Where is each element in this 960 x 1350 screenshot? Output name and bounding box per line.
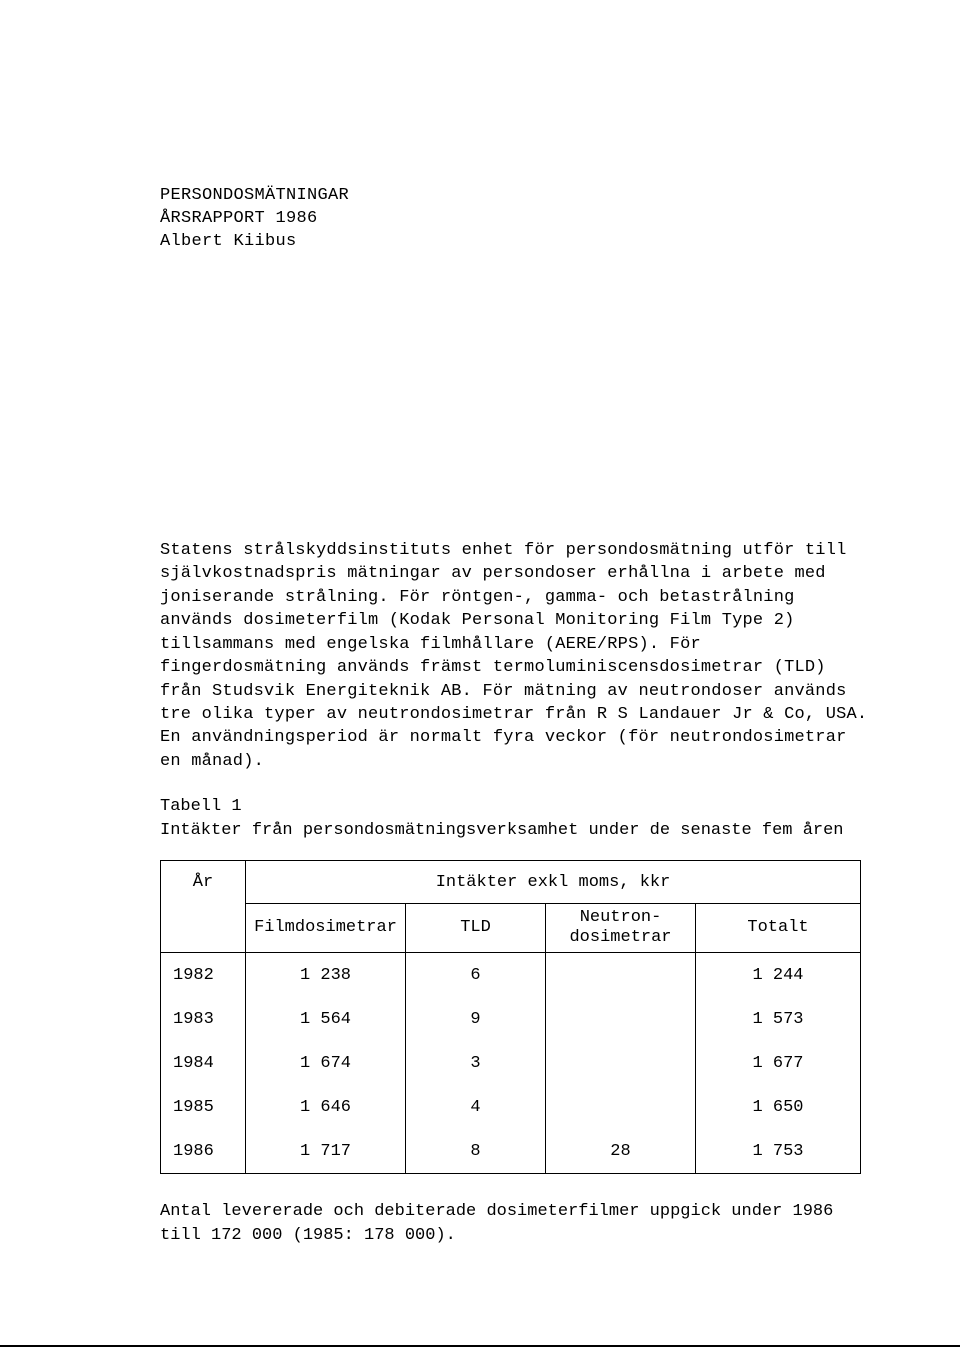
body-paragraph: Statens strålskyddsinstituts enhet för p… bbox=[160, 539, 870, 774]
col-tld-header: TLD bbox=[406, 904, 546, 953]
cell-tld: 9 bbox=[406, 997, 546, 1041]
table-row: 1983 1 564 9 1 573 bbox=[161, 997, 861, 1041]
header-line-3: Albert Kiibus bbox=[160, 231, 870, 254]
cell-year: 1983 bbox=[161, 997, 246, 1041]
col-neutron-header: Neutron- dosimetrar bbox=[546, 904, 696, 953]
table-header-row-2: Filmdosimetrar TLD Neutron- dosimetrar T… bbox=[161, 904, 861, 953]
cell-film: 1 674 bbox=[246, 1041, 406, 1085]
cell-tot: 1 244 bbox=[696, 953, 861, 998]
table-row: 1985 1 646 4 1 650 bbox=[161, 1085, 861, 1129]
cell-neut bbox=[546, 1085, 696, 1129]
cell-tot: 1 650 bbox=[696, 1085, 861, 1129]
cell-film: 1 238 bbox=[246, 953, 406, 998]
cell-tld: 8 bbox=[406, 1129, 546, 1174]
table-row: 1982 1 238 6 1 244 bbox=[161, 953, 861, 998]
cell-tld: 3 bbox=[406, 1041, 546, 1085]
cell-tld: 6 bbox=[406, 953, 546, 998]
cell-year: 1986 bbox=[161, 1129, 246, 1174]
col-total-header: Totalt bbox=[696, 904, 861, 953]
cell-year: 1982 bbox=[161, 953, 246, 998]
col-year-header-blank bbox=[161, 904, 246, 953]
cell-film: 1 717 bbox=[246, 1129, 406, 1174]
page-bottom-rule bbox=[0, 1345, 960, 1348]
caption-line-1: Tabell 1 bbox=[160, 795, 870, 818]
report-header: PERSONDOSMÄTNINGAR ÅRSRAPPORT 1986 Alber… bbox=[160, 185, 870, 254]
cell-year: 1985 bbox=[161, 1085, 246, 1129]
cell-film: 1 564 bbox=[246, 997, 406, 1041]
header-line-1: PERSONDOSMÄTNINGAR bbox=[160, 185, 870, 208]
col-span-header: Intäkter exkl moms, kkr bbox=[246, 861, 861, 904]
caption-line-2: Intäkter från persondosmätningsverksamhe… bbox=[160, 819, 870, 842]
cell-tot: 1 753 bbox=[696, 1129, 861, 1174]
footer-paragraph: Antal levererade och debiterade dosimete… bbox=[160, 1200, 870, 1247]
cell-year: 1984 bbox=[161, 1041, 246, 1085]
table-row: 1984 1 674 3 1 677 bbox=[161, 1041, 861, 1085]
table-row: 1986 1 717 8 28 1 753 bbox=[161, 1129, 861, 1174]
header-line-2: ÅRSRAPPORT 1986 bbox=[160, 208, 870, 231]
cell-neut bbox=[546, 997, 696, 1041]
col-year-header: År bbox=[161, 861, 246, 904]
table-caption: Tabell 1 Intäkter från persondosmätnings… bbox=[160, 795, 870, 842]
cell-neut bbox=[546, 1041, 696, 1085]
cell-tot: 1 573 bbox=[696, 997, 861, 1041]
cell-neut bbox=[546, 953, 696, 998]
cell-film: 1 646 bbox=[246, 1085, 406, 1129]
table-header-row-1: År Intäkter exkl moms, kkr bbox=[161, 861, 861, 904]
revenue-table: År Intäkter exkl moms, kkr Filmdosimetra… bbox=[160, 860, 861, 1174]
cell-tld: 4 bbox=[406, 1085, 546, 1129]
col-film-header: Filmdosimetrar bbox=[246, 904, 406, 953]
page: PERSONDOSMÄTNINGAR ÅRSRAPPORT 1986 Alber… bbox=[160, 185, 870, 1247]
cell-tot: 1 677 bbox=[696, 1041, 861, 1085]
cell-neut: 28 bbox=[546, 1129, 696, 1174]
